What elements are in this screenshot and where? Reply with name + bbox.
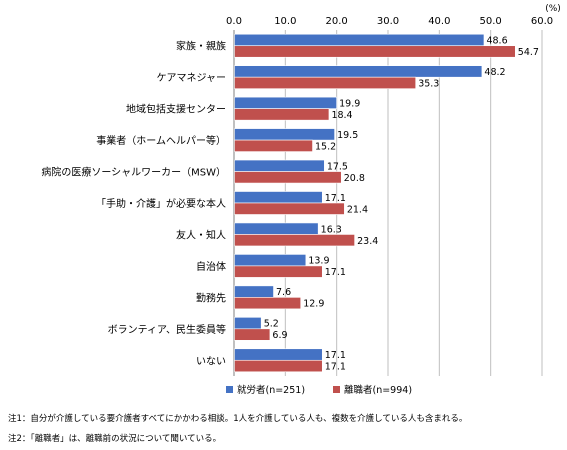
bar [234, 202, 345, 215]
data-label: 17.1 [325, 193, 346, 204]
bar [234, 285, 274, 298]
data-label: 5.2 [264, 319, 279, 330]
data-label: 17.5 [327, 161, 348, 172]
bar [234, 359, 323, 373]
category-label: 勤務先 [196, 291, 226, 304]
bar [234, 328, 271, 341]
data-label: 6.9 [272, 330, 287, 341]
bar [234, 96, 337, 109]
data-label: 17.1 [325, 267, 346, 278]
bar [234, 191, 323, 204]
category-label: ボランティア、民生委員等 [108, 323, 226, 336]
legend-label: 離職者(n=994) [344, 384, 412, 396]
category-label: 事業者（ホームヘルパー等） [96, 134, 226, 147]
data-label: 17.1 [325, 362, 346, 373]
unit-label: (%) [545, 4, 561, 14]
bar-chart: 0.0 10.0 20.0 30.0 40.0 50.0 60.0 (%) 家族・親族ケアマ… [41, 4, 561, 396]
bar [234, 65, 483, 78]
data-label: 13.9 [308, 256, 329, 267]
category-label: 家族・親族 [176, 40, 226, 53]
x-tick-label: 20.0 [326, 16, 348, 27]
bar [234, 159, 325, 172]
x-tick-label: 30.0 [377, 16, 399, 27]
legend-label: 就労者(n=251) [237, 384, 305, 396]
data-label: 12.9 [303, 299, 324, 310]
legend-swatch [226, 386, 233, 393]
x-tick-label: 60.0 [531, 16, 553, 27]
data-label: 16.3 [321, 224, 342, 235]
category-label: 病院の医療ソーシャルワーカー（MSW） [41, 166, 226, 179]
x-tick-label: 40.0 [428, 16, 450, 27]
bar [234, 128, 335, 141]
category-label: ケアマネジャー [157, 72, 227, 84]
x-tick-label: 10.0 [274, 16, 296, 27]
category-label: 「手助・介護」が必要な本人 [96, 197, 226, 210]
x-axis-ticks: 0.0 10.0 20.0 30.0 40.0 50.0 60.0 [226, 16, 553, 27]
category-label: いない [196, 355, 226, 367]
data-label: 21.4 [347, 204, 368, 215]
data-label: 19.9 [339, 98, 360, 109]
data-label: 7.6 [276, 287, 291, 298]
category-label: 友人・知人 [176, 228, 226, 241]
data-labels: 48.6 54.7 48.2 35.3 19.918.4 19.515.2 17.520.8… [264, 36, 539, 373]
x-tick-label: 0.0 [226, 16, 242, 27]
bar [234, 317, 262, 330]
bar [234, 222, 319, 235]
data-label: 23.4 [357, 236, 378, 247]
bar [234, 297, 302, 310]
bar [234, 108, 330, 121]
data-label: 19.5 [337, 130, 358, 141]
bar [234, 45, 516, 58]
bar [234, 348, 323, 361]
bar [234, 254, 307, 267]
data-label: 18.4 [331, 110, 352, 121]
bar [234, 171, 342, 184]
data-label: 54.7 [518, 47, 539, 58]
data-label: 48.2 [484, 67, 505, 78]
x-tick-label: 50.0 [480, 16, 502, 27]
category-label: 地域包括支援センター [126, 103, 226, 116]
data-label: 48.6 [486, 36, 507, 47]
bar [234, 139, 313, 152]
bar [234, 265, 323, 278]
data-label: 17.1 [325, 350, 346, 361]
data-label: 15.2 [315, 141, 336, 152]
footnote-2: 注2：「離職者」は、離職前の状況について聞いている。 [8, 434, 222, 444]
category-label: 自治体 [196, 260, 226, 273]
footnote-1: 注1：自分が介護している要介護者すべてにかかわる相談。1人を介護している人も、複… [8, 414, 468, 424]
bar [234, 234, 355, 247]
legend: 就労者(n=251) 離職者(n=994) [226, 384, 412, 396]
bars [234, 33, 516, 373]
legend-swatch [333, 386, 340, 393]
bar [234, 76, 417, 89]
bar [234, 33, 485, 47]
data-label: 35.3 [418, 78, 439, 89]
data-label: 20.8 [344, 173, 365, 184]
